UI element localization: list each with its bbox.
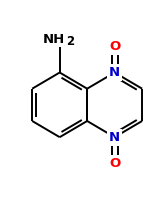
Text: N: N bbox=[109, 131, 120, 144]
Text: N: N bbox=[109, 66, 120, 79]
Text: O: O bbox=[109, 40, 120, 53]
Text: O: O bbox=[109, 156, 120, 170]
Text: 2: 2 bbox=[66, 35, 74, 48]
Text: NH: NH bbox=[43, 33, 65, 46]
